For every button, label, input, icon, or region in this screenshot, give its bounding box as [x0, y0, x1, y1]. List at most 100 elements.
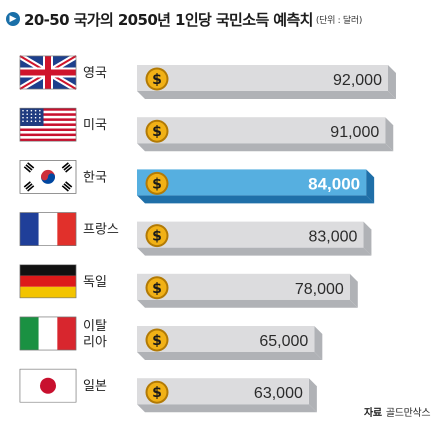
flag-taeguk-swirl-red — [41, 173, 48, 181]
flag-stripe — [20, 108, 76, 111]
flag-cross-h-red — [20, 69, 76, 76]
bar-bottom-face — [137, 143, 394, 152]
flag-star — [39, 109, 41, 112]
bar-row: 영국 $92,000 — [18, 53, 396, 99]
category-label-line: 독일 — [83, 275, 107, 290]
bar — [137, 65, 388, 91]
dollar-coin-icon — [147, 173, 167, 193]
flag-trigram-bar — [23, 181, 31, 188]
dollar-sign: $ — [152, 333, 162, 349]
value-label: 92,000 — [333, 72, 382, 89]
bar-row: 프랑스 $83,000 — [19, 212, 372, 256]
flag-trigram-bar — [65, 166, 73, 173]
category-label: 독일 — [83, 275, 107, 290]
flag-star — [34, 113, 37, 115]
bar-row: 미국 $91,000 — [19, 107, 394, 152]
bar-row: 일본 $63,000 — [19, 368, 317, 413]
flag-star — [30, 120, 33, 122]
flag-trigram — [23, 181, 35, 192]
flag-stripe — [20, 120, 76, 124]
category-label-line: 프랑스 — [83, 223, 119, 238]
flag-band-red — [57, 212, 76, 246]
value-label: 83,000 — [308, 229, 357, 246]
source-value: 골드만삭스 — [385, 408, 431, 419]
dollar-sign: $ — [152, 281, 162, 297]
flag-border — [19, 55, 77, 90]
dollar-sign: $ — [152, 124, 162, 140]
flag-stripe — [20, 136, 76, 139]
flag-trigram-bar — [27, 185, 35, 192]
category-label-line: 영국 — [83, 66, 107, 81]
category-label-line: 일본 — [83, 379, 107, 394]
flag-star — [39, 116, 41, 119]
flag-trigram — [61, 181, 73, 192]
flag-band-white — [38, 317, 58, 350]
bar-bottom-face — [137, 404, 317, 413]
flag-stripe — [20, 115, 76, 119]
flag-band-red — [20, 275, 76, 287]
dollar-sign: $ — [152, 72, 162, 88]
category-label: 한국 — [83, 170, 107, 185]
flag-trigram-bar — [63, 164, 71, 171]
flag-star — [26, 116, 29, 119]
flag-trigram-bar — [25, 183, 33, 190]
bar-bottom-face — [137, 91, 396, 99]
bar-side-face — [366, 169, 375, 204]
flag-star — [39, 113, 41, 115]
value-label: 78,000 — [295, 281, 344, 298]
flag-trigram-bar — [63, 183, 71, 190]
flag-stripe — [20, 131, 76, 134]
bar-bottom-face — [137, 195, 375, 204]
dollar-coin-icon — [147, 330, 167, 350]
flag-stripe — [20, 113, 76, 117]
bar-side-face — [387, 65, 396, 99]
unit-label: (단위 : 달러) — [315, 15, 363, 26]
bar-row: 한국 $84,000 — [19, 160, 375, 204]
dollar-sign: $ — [152, 176, 162, 192]
flag-star — [34, 120, 37, 122]
flag-star — [34, 116, 37, 119]
flag-star — [22, 109, 24, 112]
category-label-line: 한국 — [83, 170, 107, 185]
bar-row: 독일 $78,000 — [19, 264, 358, 308]
flag-star — [30, 109, 33, 112]
flag-stripe — [20, 110, 76, 114]
flag-border — [19, 212, 77, 246]
flag-border — [19, 160, 77, 194]
flag-star — [22, 116, 24, 119]
flag-stripe — [20, 125, 76, 129]
flag-star — [39, 120, 41, 122]
bar-side-face — [308, 378, 317, 413]
dollar-coin-icon — [147, 226, 167, 246]
flag-trigram-bar — [65, 181, 73, 188]
bar-side-face — [385, 117, 394, 152]
bar — [137, 221, 364, 248]
flag-trigram — [61, 162, 73, 173]
flag-stripe — [20, 138, 76, 142]
value-label: 91,000 — [330, 124, 379, 141]
chevron-right-icon: ▶ — [6, 12, 20, 26]
category-label: 일본 — [83, 379, 107, 394]
bar-bottom-face — [137, 352, 323, 360]
source-note: 자료 골드만삭스 — [364, 404, 431, 419]
flag-star — [26, 109, 29, 112]
flag-border — [19, 107, 77, 142]
dollar-coin-icon — [147, 278, 167, 298]
flag-band-white — [38, 212, 58, 246]
category-label-line: 이탈 — [83, 319, 107, 334]
bar-side-face — [349, 273, 358, 308]
category-label: 이탈 리아 — [83, 319, 107, 350]
bar-side-face — [314, 326, 323, 360]
bar-bottom-face — [137, 247, 372, 256]
value-label: 63,000 — [254, 385, 303, 402]
flag-star — [26, 120, 29, 122]
category-label: 영국 — [83, 66, 107, 81]
flag-band-gold — [20, 286, 76, 298]
flag-star — [30, 113, 33, 115]
dollar-sign: $ — [152, 229, 162, 245]
category-label-line: 리아 — [83, 335, 107, 350]
dollar-sign: $ — [152, 385, 162, 401]
flag-band-blue — [20, 212, 39, 246]
category-label: 미국 — [83, 118, 107, 133]
